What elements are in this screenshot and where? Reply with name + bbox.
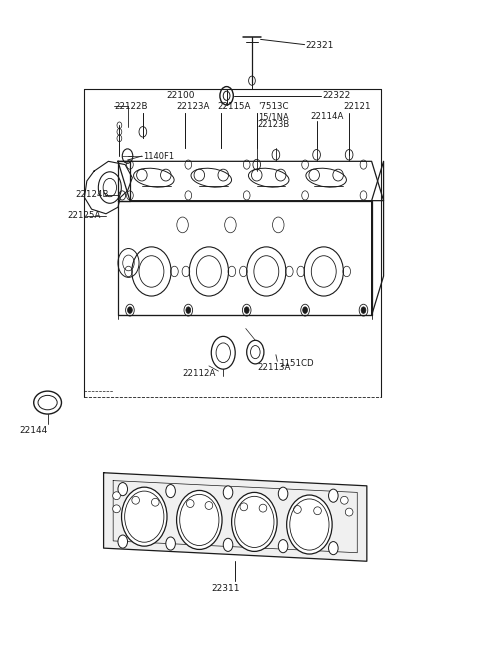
Circle shape xyxy=(328,541,338,555)
Circle shape xyxy=(278,539,288,553)
Text: 22124B: 22124B xyxy=(75,191,108,199)
Ellipse shape xyxy=(177,490,222,549)
Text: 1151CD: 1151CD xyxy=(279,359,314,369)
Ellipse shape xyxy=(132,496,140,504)
Ellipse shape xyxy=(240,503,248,510)
Circle shape xyxy=(166,537,175,550)
Ellipse shape xyxy=(314,507,322,514)
Text: 22125A: 22125A xyxy=(68,212,101,220)
Text: 22144: 22144 xyxy=(19,426,48,435)
Text: 1140F1: 1140F1 xyxy=(144,152,174,160)
Circle shape xyxy=(278,487,288,500)
Circle shape xyxy=(166,484,175,497)
Ellipse shape xyxy=(113,491,120,499)
Ellipse shape xyxy=(186,499,194,507)
Circle shape xyxy=(244,307,249,313)
Text: 22311: 22311 xyxy=(211,583,240,593)
Circle shape xyxy=(118,535,128,548)
Circle shape xyxy=(361,307,366,313)
Circle shape xyxy=(223,538,233,551)
Text: 22115A: 22115A xyxy=(217,102,251,111)
Circle shape xyxy=(223,486,233,499)
Ellipse shape xyxy=(345,508,353,516)
Circle shape xyxy=(328,489,338,502)
Circle shape xyxy=(128,307,132,313)
Circle shape xyxy=(118,483,128,495)
Text: '7513C: '7513C xyxy=(258,102,288,111)
Text: 22114A: 22114A xyxy=(311,112,344,122)
Ellipse shape xyxy=(340,496,348,504)
Text: 22122B: 22122B xyxy=(114,102,148,111)
Text: 22100: 22100 xyxy=(166,91,194,100)
Ellipse shape xyxy=(113,505,120,512)
Circle shape xyxy=(303,307,308,313)
Ellipse shape xyxy=(294,505,301,513)
Ellipse shape xyxy=(232,492,277,551)
Text: 22321: 22321 xyxy=(306,41,334,50)
Polygon shape xyxy=(104,473,367,561)
Ellipse shape xyxy=(152,498,159,506)
Ellipse shape xyxy=(259,504,267,512)
Text: 22112A: 22112A xyxy=(182,369,216,378)
Text: 22113A: 22113A xyxy=(257,363,290,372)
Text: 15/1NA: 15/1NA xyxy=(258,112,288,122)
Ellipse shape xyxy=(205,501,213,509)
Ellipse shape xyxy=(287,495,332,554)
Text: 22121: 22121 xyxy=(343,102,371,111)
Text: 22123B: 22123B xyxy=(258,120,290,129)
Circle shape xyxy=(186,307,191,313)
Text: 22123A: 22123A xyxy=(177,102,210,111)
Text: 22322: 22322 xyxy=(323,91,350,101)
Ellipse shape xyxy=(121,487,167,546)
